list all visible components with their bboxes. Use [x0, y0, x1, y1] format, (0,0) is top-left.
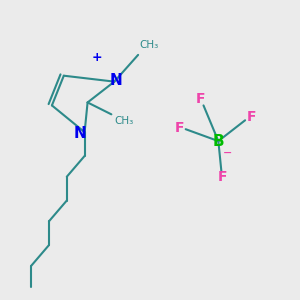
Text: F: F — [246, 110, 256, 124]
Text: F: F — [175, 121, 184, 135]
Text: N: N — [74, 126, 86, 141]
Text: B: B — [212, 134, 224, 148]
Text: −: − — [223, 148, 232, 158]
Text: +: + — [91, 51, 102, 64]
Text: F: F — [196, 92, 205, 106]
Text: N: N — [110, 73, 122, 88]
Text: CH₃: CH₃ — [140, 40, 159, 50]
Text: CH₃: CH₃ — [114, 116, 134, 126]
Text: F: F — [218, 170, 228, 184]
